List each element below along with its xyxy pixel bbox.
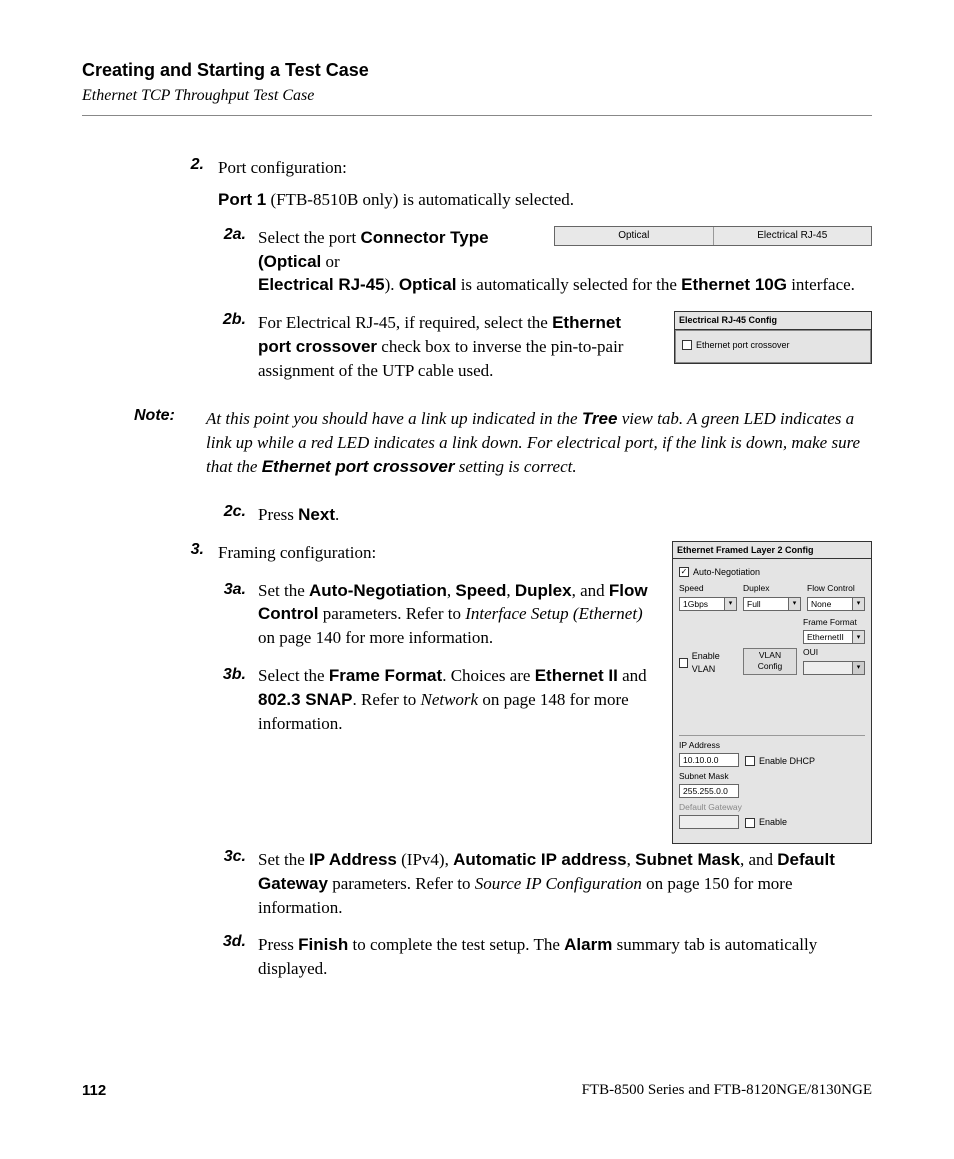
step-2b-text: For Electrical RJ-45, if required, selec… — [258, 311, 656, 382]
rj45-config-figure: Electrical RJ-45 Config Ethernet port cr… — [674, 311, 872, 363]
note-block: Note: At this point you should have a li… — [134, 407, 872, 479]
gw-input[interactable] — [679, 815, 739, 829]
note-body: At this point you should have a link up … — [206, 407, 872, 479]
tab-rj45[interactable]: Electrical RJ-45 — [714, 227, 872, 245]
tab-optical[interactable]: Optical — [555, 227, 714, 245]
step-2c: 2c. Press Next. — [218, 503, 872, 527]
flow-select[interactable]: None▾ — [807, 597, 865, 611]
checkbox-icon: ✓ — [679, 567, 689, 577]
port1-line: Port 1 (FTB-8510B only) is automatically… — [218, 190, 872, 210]
step-3d-text: Press Finish to complete the test setup.… — [258, 933, 872, 981]
page-footer: 112 FTB-8500 Series and FTB-8120NGE/8130… — [82, 1082, 872, 1099]
header-title: Creating and Starting a Test Case — [82, 60, 872, 81]
ip-label: IP Address — [679, 740, 865, 752]
sub-number: 2c. — [218, 503, 258, 527]
l2-config-figure: Ethernet Framed Layer 2 Config ✓ Auto-Ne… — [672, 541, 872, 844]
checkbox-icon — [682, 340, 692, 350]
sub-number: 3b. — [218, 664, 258, 735]
l2-panel-title: Ethernet Framed Layer 2 Config — [673, 542, 871, 560]
oui-label: OUI — [803, 647, 865, 659]
mask-input[interactable]: 255.255.0.0 — [679, 784, 739, 798]
chevron-down-icon: ▾ — [853, 661, 865, 675]
chevron-down-icon: ▾ — [789, 597, 801, 611]
ip-input[interactable]: 10.10.0.0 — [679, 753, 739, 767]
step-3a-text: Set the Auto-Negotiation, Speed, Duplex,… — [258, 579, 654, 650]
speed-select[interactable]: 1Gbps▾ — [679, 597, 737, 611]
step-number: 3. — [182, 541, 218, 844]
flow-label: Flow Control — [807, 583, 865, 595]
step-3d: 3d. Press Finish to complete the test se… — [218, 933, 872, 981]
oui-select[interactable]: ▾ — [803, 661, 865, 675]
ethernet-crossover-checkbox[interactable]: Ethernet port crossover — [682, 339, 790, 352]
body-content: 2. Port configuration: Port 1 (FTB-8510B… — [182, 156, 872, 981]
step-2a-text-top: Select the port Connector Type (Optical … — [258, 226, 536, 274]
step-3-text: Framing configuration: — [218, 541, 654, 565]
sub-number: 3d. — [218, 933, 258, 981]
step-3b: 3b. Select the Frame Format. Choices are… — [218, 664, 654, 735]
gw-label: Default Gateway — [679, 802, 865, 814]
autoneg-checkbox[interactable]: ✓ Auto-Negotiation — [679, 566, 760, 579]
sub-number: 3a. — [218, 579, 258, 650]
header-rule — [82, 115, 872, 116]
page-number: 112 — [82, 1082, 106, 1099]
footer-product: FTB-8500 Series and FTB-8120NGE/8130NGE — [582, 1082, 872, 1099]
step-2c-text: Press Next. — [258, 503, 872, 527]
step-2a-text-bottom: Electrical RJ-45). Optical is automatica… — [258, 273, 872, 297]
step-2a: 2a. Select the port Connector Type (Opti… — [218, 226, 872, 297]
note-label: Note: — [134, 407, 206, 479]
checkbox-icon — [745, 818, 755, 828]
rj45-panel-title: Electrical RJ-45 Config — [675, 312, 871, 330]
chevron-down-icon: ▾ — [725, 597, 737, 611]
frame-format-select[interactable]: EthernetII▾ — [803, 630, 865, 644]
port1-rest: (FTB-8510B only) is automatically select… — [266, 190, 574, 209]
speed-label: Speed — [679, 583, 737, 595]
step-2b: 2b. For Electrical RJ-45, if required, s… — [218, 311, 872, 382]
sub-number: 2b. — [218, 311, 258, 382]
checkbox-icon — [745, 756, 755, 766]
checkbox-icon — [679, 658, 688, 668]
sub-number: 3c. — [218, 848, 258, 919]
port1-label: Port 1 — [218, 190, 266, 209]
connector-tabs-figure: Optical Electrical RJ-45 — [554, 226, 872, 246]
enable-vlan-checkbox[interactable]: Enable VLAN — [679, 650, 737, 675]
step-2: 2. Port configuration: — [182, 156, 872, 180]
duplex-label: Duplex — [743, 583, 801, 595]
step-3c-text: Set the IP Address (IPv4), Automatic IP … — [258, 848, 872, 919]
step-3: 3. Framing configuration: 3a. Set the Au… — [182, 541, 872, 844]
sub-number: 2a. — [218, 226, 258, 297]
step-3b-text: Select the Frame Format. Choices are Eth… — [258, 664, 654, 735]
chevron-down-icon: ▾ — [853, 597, 865, 611]
enable-dhcp-checkbox[interactable]: Enable DHCP — [745, 755, 815, 768]
step-3c: 3c. Set the IP Address (IPv4), Automatic… — [218, 848, 872, 919]
chevron-down-icon: ▾ — [853, 630, 865, 644]
step-2a-body: Select the port Connector Type (Optical … — [258, 226, 872, 297]
step-3a: 3a. Set the Auto-Negotiation, Speed, Dup… — [218, 579, 654, 650]
enable-gw-checkbox[interactable]: Enable — [745, 816, 787, 829]
mask-label: Subnet Mask — [679, 771, 865, 783]
step-text: Port configuration: — [218, 156, 872, 180]
frame-format-label: Frame Format — [803, 617, 865, 629]
step-number: 2. — [182, 156, 218, 180]
duplex-select[interactable]: Full▾ — [743, 597, 801, 611]
vlan-config-button[interactable]: VLAN Config — [743, 648, 797, 676]
page-header: Creating and Starting a Test Case Ethern… — [82, 60, 872, 116]
header-subtitle: Ethernet TCP Throughput Test Case — [82, 87, 872, 105]
